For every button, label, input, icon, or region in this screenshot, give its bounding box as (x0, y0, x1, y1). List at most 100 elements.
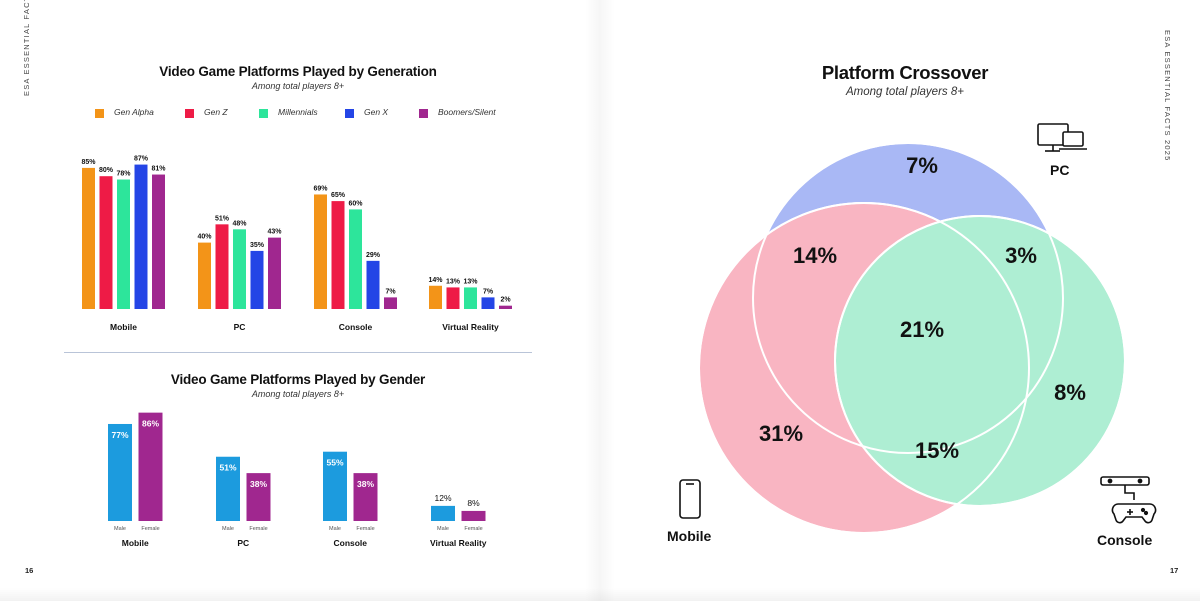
bar-console-gen-alpha (314, 194, 327, 309)
page-number-right: 17 (1170, 566, 1179, 575)
value-label-virtual-reality-gen-z: 13% (446, 278, 461, 285)
series-label-mobile-male: Male (114, 526, 126, 532)
value-label-mobile-millennials: 78% (116, 171, 131, 178)
legend-swatch (259, 109, 268, 118)
legend-swatch (419, 109, 428, 118)
value-label-virtual-reality-male: 12% (434, 493, 451, 503)
value-label-pc-gen-alpha: 40% (197, 234, 212, 241)
bar-pc-female (246, 473, 271, 521)
value-label-pc-gen-z: 51% (215, 215, 230, 222)
category-label-mobile: Mobile (122, 538, 149, 548)
category-label-console: Console (333, 538, 367, 548)
series-label-pc-female: Female (249, 526, 267, 532)
bar-virtual-reality-gen-z (446, 287, 460, 309)
category-label-pc: PC (237, 538, 249, 548)
venn-label-mobile: Mobile (667, 528, 712, 544)
value-label-console-female: 38% (357, 479, 374, 489)
generation-legend: Gen Alpha Gen Z Millennials Gen X Boomer… (95, 106, 535, 122)
legend-swatch (345, 109, 354, 118)
value-label-virtual-reality-gen-x: 7% (483, 288, 494, 295)
bar-console-boomers-silent (384, 297, 397, 309)
series-label-console-male: Male (329, 526, 341, 532)
bar-virtual-reality-gen-alpha (429, 285, 442, 309)
value-label-pc-gen-x: 35% (250, 242, 265, 249)
bar-virtual-reality-millennials (464, 287, 477, 309)
mobile-icon (679, 479, 701, 519)
venn-circle-console (834, 215, 1126, 507)
value-label-console-millennials: 60% (348, 200, 363, 207)
bar-mobile-gen-x (134, 164, 148, 309)
bar-pc-gen-x (250, 250, 264, 309)
venn-outlines (698, 142, 1126, 534)
legend-label: Boomers/Silent (438, 107, 496, 117)
bar-pc-gen-alpha (198, 242, 211, 309)
venn-value-pc-only: 7% (906, 153, 938, 178)
bar-pc-boomers-silent (268, 237, 281, 309)
venn-circles (698, 142, 1126, 534)
value-label-mobile-gen-x: 87% (134, 156, 149, 163)
bar-virtual-reality-boomers-silent (499, 305, 512, 309)
series-label-virtual-reality-male: Male (437, 526, 449, 532)
venn-value-all-three: 21% (900, 317, 944, 342)
series-label-pc-male: Male (222, 526, 234, 532)
bar-virtual-reality-gen-x (481, 297, 495, 309)
bar-mobile-millennials (117, 179, 130, 309)
gutter-shadow (585, 0, 615, 601)
bar-console-male (323, 451, 347, 521)
value-label-virtual-reality-boomers-silent: 2% (500, 297, 511, 304)
gender-chart-subtitle: Among total players 8+ (251, 389, 345, 399)
bar-mobile-gen-z (99, 176, 113, 309)
legend-swatch (95, 109, 104, 118)
category-label-console: Console (339, 322, 373, 332)
value-label-pc-millennials: 48% (232, 220, 247, 227)
bar-virtual-reality-male (431, 505, 455, 521)
venn-value-mobile-only: 31% (759, 421, 803, 446)
venn-subtitle: Among total players 8+ (846, 86, 964, 98)
value-label-virtual-reality-female: 8% (467, 498, 480, 508)
value-label-mobile-gen-alpha: 85% (81, 159, 96, 166)
venn-value-pc-console: 3% (1005, 243, 1037, 268)
series-label-console-female: Female (356, 526, 374, 532)
bar-mobile-female (138, 412, 163, 521)
venn-value-mobile-pc: 14% (793, 243, 837, 268)
venn-title: Platform Crossover (821, 62, 989, 83)
bar-pc-gen-z (215, 224, 229, 309)
bar-console-gen-x (366, 260, 380, 309)
bar-virtual-reality-female (461, 510, 486, 521)
gender-chart-title: Video Game Platforms Played by Gender (170, 372, 426, 387)
bar-console-millennials (349, 209, 362, 309)
venn-set-labels: PC Mobile Console (667, 162, 1152, 548)
value-label-console-gen-z: 65% (331, 192, 346, 199)
value-label-mobile-gen-z: 80% (99, 167, 114, 174)
value-label-pc-boomers-silent: 43% (267, 229, 282, 236)
venn-region-values: 7% 14% 3% 21% 8% 31% 15% (759, 153, 1086, 463)
bar-console-female (353, 473, 378, 521)
pc-icon (1037, 123, 1087, 152)
value-label-mobile-boomers-silent: 81% (151, 166, 166, 173)
bar-pc-millennials (233, 229, 246, 309)
value-label-pc-female: 38% (250, 479, 267, 489)
bar-console-gen-z (331, 201, 345, 309)
legend-label: Gen X (364, 107, 389, 117)
legend-swatch (185, 109, 194, 118)
venn-label-pc: PC (1050, 162, 1069, 178)
value-label-console-gen-alpha: 69% (313, 185, 328, 192)
page-bottom-shadow (0, 588, 1200, 601)
value-label-mobile-male: 77% (111, 430, 128, 440)
section-divider (64, 352, 532, 353)
console-icon (1100, 476, 1157, 524)
bar-mobile-gen-alpha (82, 167, 95, 309)
legend-label: Gen Z (204, 107, 228, 117)
legend-label: Millennials (278, 107, 318, 117)
generation-chart-subtitle: Among total players 8+ (251, 81, 345, 91)
bar-pc-male (216, 456, 240, 521)
series-label-virtual-reality-female: Female (464, 526, 482, 532)
category-label-virtual-reality: Virtual Reality (442, 322, 499, 332)
venn-label-console: Console (1097, 532, 1152, 548)
bar-mobile-male (108, 423, 132, 521)
category-label-mobile: Mobile (110, 322, 137, 332)
legend-label: Gen Alpha (114, 107, 154, 117)
value-label-mobile-female: 86% (142, 419, 159, 429)
